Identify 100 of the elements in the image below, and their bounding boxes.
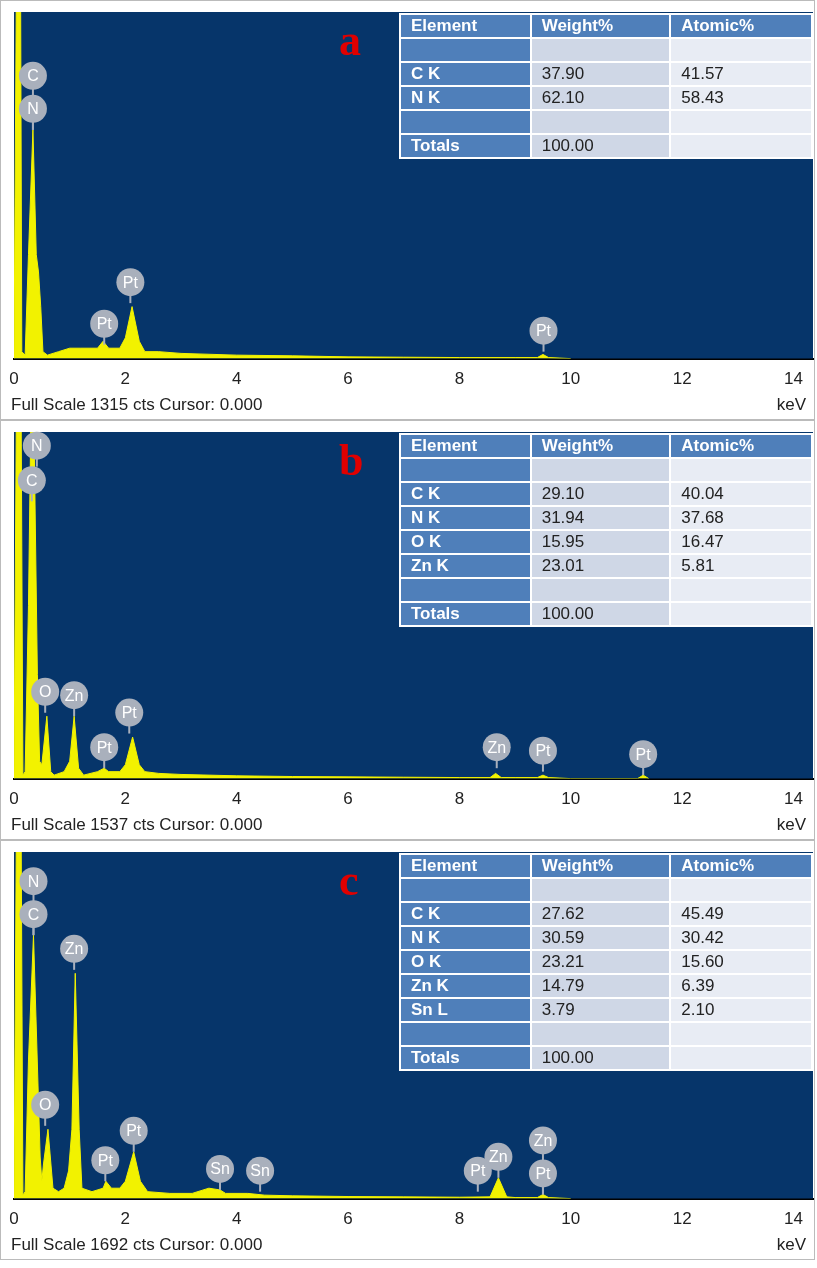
text: Full Scale 1315 cts Cursor: 0.000 [11,395,263,415]
x-tick-label: 12 [672,789,692,809]
annotation: 27.62 [530,902,671,926]
x-tick-label: 4 [231,789,242,809]
annotation: Pt [122,273,139,291]
annotation: N K [400,86,531,110]
annotation: N K [400,506,531,530]
annotation: 16.47 [670,530,812,554]
annotation: Pt [535,742,552,760]
x-tick-label: 14 [784,369,803,389]
annotation: 29.10 [530,482,671,506]
annotation: 100.00 [530,134,671,158]
annotation: Sn [250,1162,270,1180]
annotation: Weight% [530,854,671,878]
annotation: 58.43 [670,86,812,110]
annotation: N [27,100,39,118]
annotation: 23.21 [530,950,671,974]
text: Full Scale 1537 cts Cursor: 0.000 [11,815,263,835]
annotation: 37.68 [670,506,812,530]
annotation: O K [400,950,531,974]
annotation: Atomic% [670,854,812,878]
x-tick-label: 14 [784,1209,803,1229]
chart-title: a [339,15,361,66]
annotation: Zn [64,940,84,958]
annotation: Totals [400,134,531,158]
annotation: Pt [97,1151,114,1169]
annotation: Atomic% [670,434,812,458]
x-tick-label: 10 [561,369,581,389]
chart-title: b [339,435,364,486]
annotation: 3.79 [530,998,671,1022]
annotation: Element [400,14,531,38]
x-tick-label: 8 [454,369,465,389]
annotation: Zn [533,1131,553,1149]
annotation: Pt [126,1122,142,1140]
x-tick-label: 12 [672,369,692,389]
x-tick-label: 6 [343,789,353,809]
annotation: 30.59 [530,926,671,950]
annotation: 6.39 [670,974,812,998]
x-axis-title: keV [776,395,806,415]
annotation: C [27,67,39,85]
annotation: C [27,905,40,923]
x-tick-label: 4 [231,369,242,389]
x-tick-label: 2 [120,789,131,809]
annotation: 40.04 [670,482,812,506]
annotation: C K [400,902,531,926]
annotation: Pt [96,738,113,756]
annotation: C [26,471,38,489]
annotation: 100.00 [530,602,671,626]
x-tick-label: 8 [454,1209,465,1229]
x-tick-label: 0 [9,789,19,809]
annotation: C K [400,482,531,506]
annotation: Element [400,854,531,878]
annotation: Zn [487,738,507,756]
annotation: 45.49 [670,902,812,926]
annotation: Atomic% [670,14,812,38]
annotation: O [38,1096,52,1114]
annotation: 37.90 [530,62,671,86]
annotation: 62.10 [530,86,671,110]
annotation: Totals [400,602,531,626]
x-tick-label: 14 [784,789,803,809]
annotation: Pt [96,315,113,333]
annotation: 15.95 [530,530,671,554]
annotation: 15.60 [670,950,812,974]
annotation: Sn [210,1160,230,1178]
annotation: O K [400,530,531,554]
annotation: 23.01 [530,554,671,578]
x-axis-title: keV [776,815,806,835]
x-tick-label: 0 [9,369,19,389]
annotation: 14.79 [530,974,671,998]
annotation: 31.94 [530,506,671,530]
annotation: Pt [635,745,652,763]
annotation: Sn L [400,998,531,1022]
annotation: Zn [489,1148,508,1166]
annotation: Weight% [530,434,671,458]
x-tick-label: 10 [561,1209,581,1229]
annotation: Zn K [400,554,531,578]
annotation: 30.42 [670,926,812,950]
annotation: O [38,683,52,701]
annotation: Zn [64,686,84,704]
annotation: Pt [121,703,138,721]
annotation: Pt [470,1162,486,1180]
annotation: C K [400,62,531,86]
x-tick-label: 8 [454,789,465,809]
chart-title: c [339,855,359,906]
x-tick-label: 6 [343,1209,353,1229]
x-tick-label: 0 [9,1209,19,1229]
annotation: Zn K [400,974,531,998]
annotation: N [27,872,40,890]
annotation: N [31,437,43,455]
x-tick-label: 2 [120,1209,131,1229]
annotation: Pt [535,322,552,340]
x-tick-label: 10 [561,789,581,809]
x-tick-label: 2 [120,369,131,389]
x-tick-label: 6 [343,369,353,389]
x-tick-label: 12 [672,1209,692,1229]
annotation: 2.10 [670,998,812,1022]
x-tick-label: 4 [231,1209,242,1229]
annotation: Totals [400,1046,531,1070]
annotation: 41.57 [670,62,812,86]
annotation: Pt [535,1164,552,1182]
